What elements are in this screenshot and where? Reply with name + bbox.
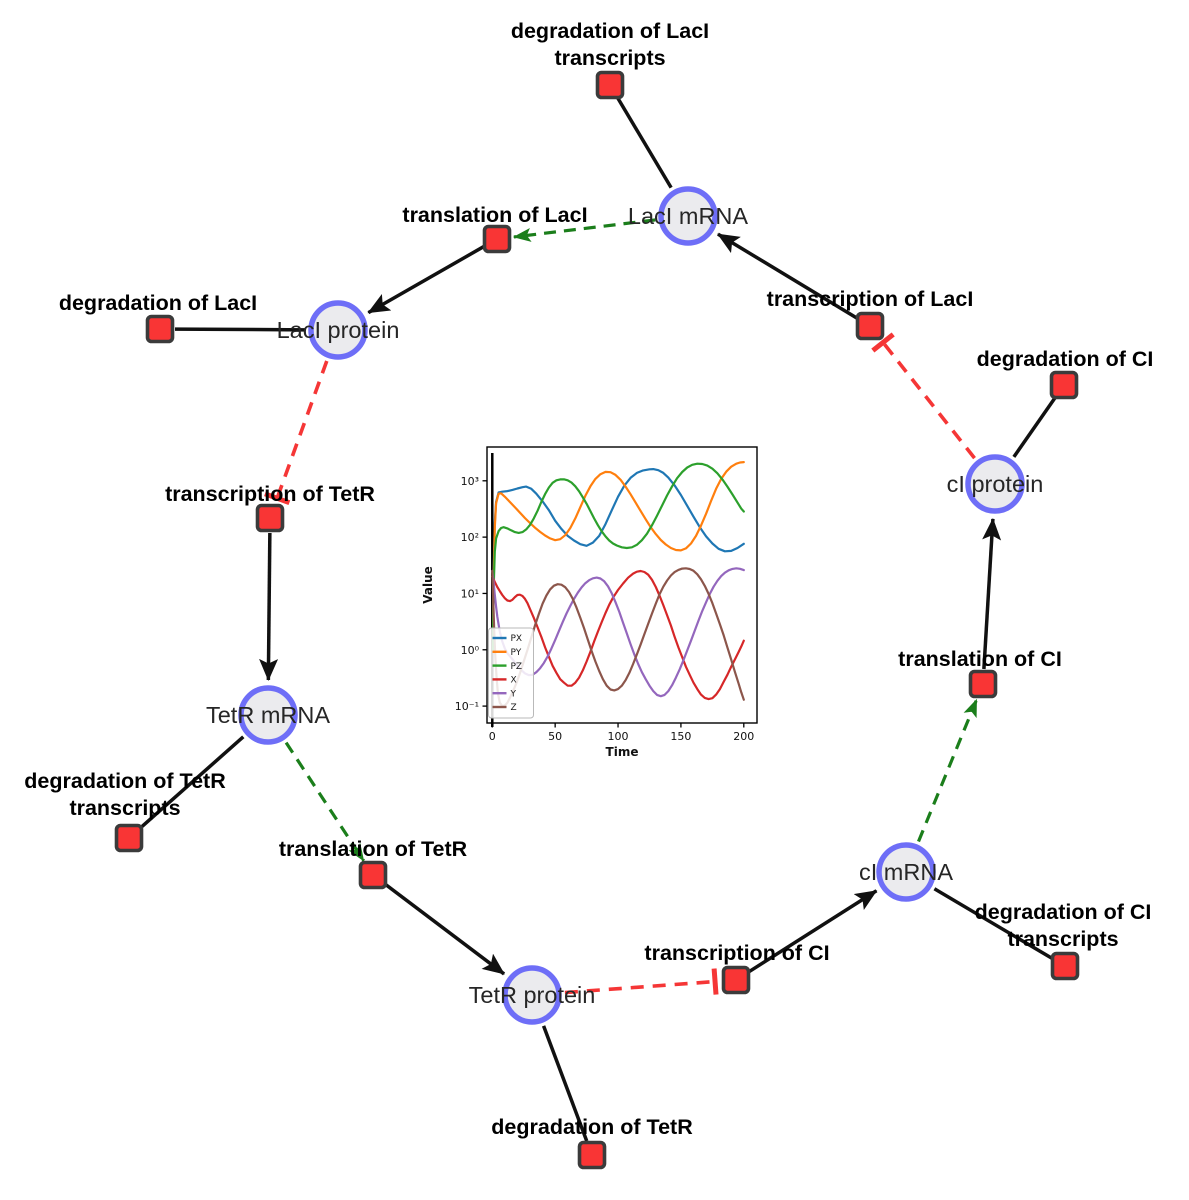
y-tick-label: 10² [461, 531, 479, 544]
edge-modifier-tetr_mrna-to-transl_tetr [284, 741, 366, 862]
x-tick-label: 100 [608, 730, 629, 743]
reaction-node-deg_laci [145, 314, 175, 344]
x-tick-label: 50 [548, 730, 562, 743]
species-node-tetr_prot [502, 965, 562, 1025]
edge-line-tetr_prot-to-deg_tetr [541, 1025, 589, 1142]
edge-modifier-laci_mrna-to-transl_laci [512, 218, 656, 242]
reaction-node-transc_tetr [255, 503, 285, 533]
edge-arrow-transc_ci-to-ci_mrna [747, 889, 878, 974]
species-label-tetr_prot: TetR protein [469, 982, 596, 1008]
legend-label-y: Y [510, 689, 517, 699]
edge-modifier-ci_mrna-to-transl_ci [917, 698, 979, 843]
reaction-label-deg_ci_tr: degradation of CI [975, 900, 1152, 924]
reaction-label-transc_tetr: transcription of TetR [165, 482, 375, 506]
reaction-label-deg_laci_tr: degradation of LacI [511, 19, 709, 43]
edge-line-laci_prot-to-deg_laci [174, 327, 306, 332]
edge-line-tetr_mrna-to-deg_tetr_tr [139, 735, 245, 830]
reaction-label-deg_ci: degradation of CI [977, 347, 1154, 371]
reaction-node-transc_ci [721, 965, 751, 995]
species-node-laci_mrna [658, 186, 718, 246]
edge-arrow-transl_ci-to-ci_prot [982, 517, 1002, 670]
reaction-node-deg_ci_tr [1050, 951, 1080, 981]
reaction-node-transl_tetr [358, 860, 388, 890]
species-node-laci_prot [308, 300, 368, 360]
legend-box [488, 627, 534, 719]
reaction-label-deg_laci: degradation of LacI [59, 291, 257, 315]
y-tick-label: 10⁻¹ [455, 700, 479, 713]
edge-line-ci_prot-to-deg_ci [1012, 396, 1057, 458]
edge-arrow-transc_tetr-to-tetr_mrna [259, 532, 279, 682]
x-tick-label: 0 [489, 730, 496, 743]
legend-label-z: Z [511, 703, 517, 713]
y-tick-label: 10³ [461, 475, 479, 488]
edge-arrow-transc_laci-to-laci_mrna [717, 232, 859, 320]
reaction-node-deg_laci_tr [595, 70, 625, 100]
x-tick-label: 150 [670, 730, 691, 743]
edge-inhibition-tetr_prot-to-transc_ci [564, 968, 719, 995]
species-label-tetr_mrna: TetR mRNA [206, 702, 330, 728]
reaction-node-transc_laci [855, 311, 885, 341]
reaction-node-deg_ci [1049, 370, 1079, 400]
series-line-px [491, 468, 745, 651]
x-tick-label: 200 [733, 730, 754, 743]
species-label-laci_mrna: LacI mRNA [628, 203, 748, 229]
x-axis-title: Time [606, 745, 639, 759]
reaction-label-deg_tetr: degradation of TetR [491, 1115, 693, 1139]
y-tick-label: 10⁰ [461, 644, 480, 657]
edge-arrow-transl_tetr-to-tetr_prot [383, 882, 506, 976]
series-line-pz [491, 462, 745, 651]
reaction-node-deg_tetr_tr [114, 823, 144, 853]
reaction-label-deg_laci_tr: transcripts [554, 46, 665, 70]
species-label-ci_mrna: cI mRNA [859, 859, 953, 885]
y-tick-label: 10¹ [461, 587, 479, 600]
reaction-label-transc_ci: transcription of CI [644, 941, 829, 965]
reaction-label-transc_laci: transcription of LacI [767, 287, 974, 311]
reaction-label-deg_tetr_tr: degradation of TetR [24, 769, 226, 793]
legend-label-px: PX [511, 634, 523, 644]
reaction-node-deg_tetr [577, 1140, 607, 1170]
species-node-tetr_mrna [238, 685, 298, 745]
reaction-label-deg_tetr_tr: transcripts [69, 796, 180, 820]
edge-line-ci_mrna-to-deg_ci_tr [933, 887, 1053, 960]
edges-layer [139, 96, 1057, 1142]
species-label-ci_prot: cI protein [947, 471, 1044, 497]
edge-inhibition-laci_prot-to-transc_tetr [264, 360, 329, 506]
legend-label-x: X [511, 676, 517, 686]
reaction-label-deg_ci_tr: transcripts [1007, 927, 1118, 951]
y-axis-title: Value [421, 566, 435, 604]
legend-label-pz: PZ [511, 662, 523, 672]
reaction-node-transl_laci [482, 224, 512, 254]
edge-arrow-transl_laci-to-laci_prot [367, 244, 485, 315]
reaction-label-transl_ci: translation of CI [898, 647, 1062, 671]
chart-inset: 0 50 100 150 200 10³ 10² 10¹ 10⁰ 10⁻¹ Time Value PX P… [421, 429, 781, 771]
species-node-ci_prot [965, 454, 1025, 514]
edge-line-laci_mrna-to-deg_laci_tr [616, 96, 673, 189]
labels-layer: degradation of LacI transcripts translatio… [24, 19, 1153, 1139]
species-node-ci_mrna [876, 842, 936, 902]
reaction-node-transl_ci [968, 669, 998, 699]
nodes-layer [114, 70, 1080, 1170]
series-line-x [491, 569, 745, 701]
species-label-laci_prot: LacI protein [277, 317, 400, 343]
reaction-label-transl_laci: translation of LacI [402, 203, 587, 227]
legend-label-py: PY [511, 648, 522, 658]
reaction-label-transl_tetr: translation of TetR [279, 837, 468, 861]
series-line-py [491, 461, 745, 651]
edge-inhibition-ci_prot-to-transc_laci [871, 332, 976, 460]
